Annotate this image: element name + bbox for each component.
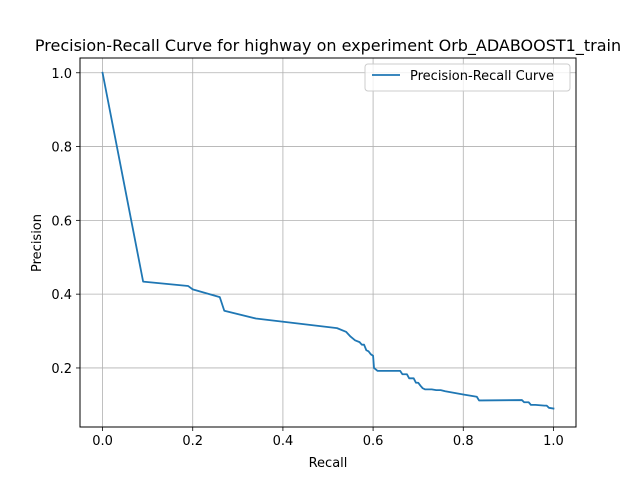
legend-box: [364, 63, 571, 92]
y-tick-label: 0.6: [51, 214, 72, 229]
x-tick-label: 0.6: [363, 434, 384, 449]
x-tick-label: 0.0: [92, 434, 113, 449]
plot-area: [101, 71, 555, 410]
y-tick-label: 0.8: [51, 141, 72, 156]
legend-label: Precision-Recall Curve: [410, 69, 554, 84]
x-tick-label: 0.4: [273, 434, 294, 449]
series-line: [101, 71, 555, 410]
axis-ticks: 0.0 0.2 0.4 0.6 0.8 1.0 0.2 0.4 0.6 0.8 1.0: [51, 67, 563, 449]
y-tick-label: 0.4: [51, 288, 72, 303]
y-tick-label: 0.2: [51, 362, 72, 377]
plot-frame: [79, 57, 577, 428]
y-axis-label: Precision: [30, 214, 45, 272]
x-axis-label: Recall: [309, 456, 348, 471]
x-tick-label: 0.2: [182, 434, 203, 449]
x-tick-label: 1.0: [543, 434, 564, 449]
y-tick-label: 1.0: [51, 67, 72, 82]
chart-title: Precision-Recall Curve for highway on ex…: [35, 36, 621, 56]
legend: Precision-Recall Curve: [364, 63, 571, 92]
x-tick-label: 0.8: [453, 434, 474, 449]
